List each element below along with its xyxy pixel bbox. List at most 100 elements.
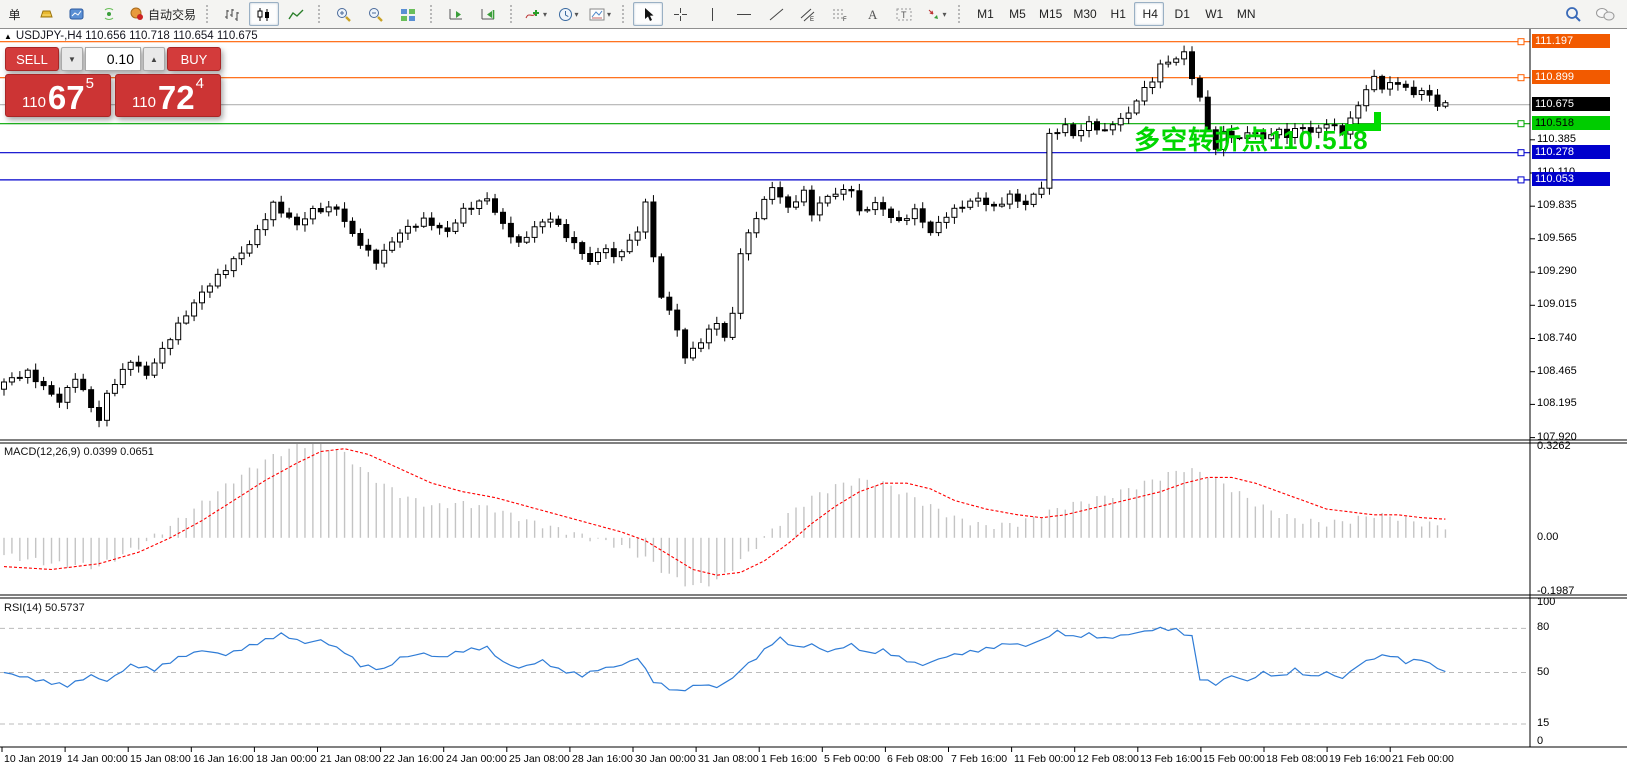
toolbar: 单 自动交易 ▾ ▾ ▾ E F A T ▾ M1 M5 M15 M30 H1 H4 D1 W1 MN bbox=[0, 0, 1627, 29]
buy-price-big: 72 bbox=[157, 79, 195, 116]
trend-line-icon[interactable] bbox=[761, 2, 791, 26]
collapse-triangle-icon[interactable]: ▲ bbox=[4, 31, 12, 41]
rsi-indicator-label: RSI(14) 50.5737 bbox=[4, 602, 85, 614]
toolbar-separator bbox=[206, 5, 211, 23]
time-label: 10 Jan 2019 bbox=[4, 753, 62, 765]
buy-price-sup: 4 bbox=[195, 75, 204, 92]
cursor-icon[interactable] bbox=[633, 2, 664, 26]
vertical-line-icon[interactable] bbox=[697, 2, 727, 26]
tf-w1-button[interactable]: W1 bbox=[1198, 2, 1228, 26]
auto-trading-label: 自动交易 bbox=[148, 7, 197, 22]
templates-icon[interactable]: ▾ bbox=[585, 2, 615, 26]
time-label: 16 Jan 16:00 bbox=[193, 753, 254, 765]
one-click-trading-panel: SELL ▼ 0.10 ▲ BUY 110 67 5 110 72 4 bbox=[5, 47, 221, 117]
tf-m15-button[interactable]: M15 bbox=[1033, 2, 1065, 26]
hline-handle[interactable] bbox=[1517, 120, 1525, 128]
text-icon[interactable]: A bbox=[857, 2, 887, 26]
tf-m5-button[interactable]: M5 bbox=[1001, 2, 1031, 26]
time-label: 24 Jan 00:00 bbox=[446, 753, 507, 765]
bar-chart-icon[interactable] bbox=[217, 2, 247, 26]
time-label: 7 Feb 16:00 bbox=[951, 753, 1008, 765]
sell-price-box[interactable]: 110 67 5 bbox=[5, 74, 111, 117]
time-label: 12 Feb 08:00 bbox=[1077, 753, 1139, 765]
tf-h1-button[interactable]: H1 bbox=[1102, 2, 1132, 26]
price-tick-109.835: 109.835 bbox=[1537, 199, 1577, 211]
time-label: 21 Feb 00:00 bbox=[1392, 753, 1454, 765]
time-label: 19 Feb 16:00 bbox=[1329, 753, 1391, 765]
time-label: 28 Jan 16:00 bbox=[572, 753, 633, 765]
arrows-icon[interactable]: ▾ bbox=[921, 2, 951, 26]
sell-button[interactable]: SELL bbox=[5, 47, 59, 71]
price-badge-111.197: 111.197 bbox=[1532, 34, 1610, 48]
dropdown-caret-icon[interactable]: ▾ bbox=[543, 9, 548, 19]
candlestick-chart-icon[interactable] bbox=[249, 2, 280, 26]
macd-pane bbox=[3, 444, 1447, 587]
dropdown-caret-icon[interactable]: ▾ bbox=[574, 9, 579, 19]
buy-price-box[interactable]: 110 72 4 bbox=[115, 74, 221, 117]
price-tick-109.565: 109.565 bbox=[1537, 232, 1577, 244]
time-label: 18 Jan 00:00 bbox=[256, 753, 317, 765]
tf-mn-label: MN bbox=[1236, 7, 1256, 21]
macd-tick-zero: 0.00 bbox=[1537, 531, 1559, 543]
volume-increase-button[interactable]: ▲ bbox=[143, 47, 165, 71]
buy-button[interactable]: BUY bbox=[167, 47, 221, 71]
horizontal-line-icon[interactable] bbox=[729, 2, 759, 26]
line-chart-icon[interactable] bbox=[281, 2, 311, 26]
volume-decrease-button[interactable]: ▼ bbox=[61, 47, 83, 71]
zoom-out-icon[interactable] bbox=[361, 2, 391, 26]
time-label: 15 Jan 08:00 bbox=[130, 753, 191, 765]
rsi-tick-100: 100 bbox=[1537, 596, 1556, 608]
volume-input[interactable]: 0.10 bbox=[85, 47, 141, 71]
price-tick-108.195: 108.195 bbox=[1537, 397, 1577, 409]
time-label: 31 Jan 08:00 bbox=[698, 753, 759, 765]
zoom-in-icon[interactable] bbox=[329, 2, 359, 26]
sell-price-big: 67 bbox=[47, 79, 85, 116]
search-icon[interactable] bbox=[1558, 2, 1588, 26]
periods-icon[interactable]: ▾ bbox=[553, 2, 583, 26]
chart-title-bar: ▲ USDJPY-,H4 110.656 110.718 110.654 110… bbox=[4, 30, 258, 42]
rsi-tick-15: 15 bbox=[1537, 717, 1550, 729]
text-label-icon[interactable]: T bbox=[889, 2, 919, 26]
auto-scroll-icon[interactable] bbox=[441, 2, 471, 26]
price-badge-110.278: 110.278 bbox=[1532, 145, 1610, 159]
time-label: 13 Feb 16:00 bbox=[1140, 753, 1202, 765]
sell-price-sup: 5 bbox=[85, 75, 94, 92]
toolbar-separator bbox=[318, 5, 323, 23]
tf-mn-button[interactable]: MN bbox=[1230, 2, 1260, 26]
new-order-partial-button[interactable]: 单 bbox=[0, 2, 28, 26]
price-badge-110.675: 110.675 bbox=[1532, 97, 1610, 111]
tf-m1-button[interactable]: M1 bbox=[969, 2, 999, 26]
fibonacci-icon[interactable]: F bbox=[825, 2, 855, 26]
equidistant-channel-icon[interactable]: E bbox=[793, 2, 823, 26]
tf-d1-button[interactable]: D1 bbox=[1166, 2, 1196, 26]
macd-tick-min: -0.1987 bbox=[1537, 585, 1575, 597]
indicators-icon[interactable]: ▾ bbox=[521, 2, 551, 26]
macd-signal-line bbox=[3, 448, 1446, 576]
rsi-tick-50: 50 bbox=[1537, 666, 1550, 678]
market-watch-icon[interactable] bbox=[62, 2, 92, 26]
gold-icon[interactable] bbox=[30, 2, 60, 26]
toolbar-separator bbox=[958, 5, 963, 23]
tf-m15-label: M15 bbox=[1039, 7, 1063, 21]
rsi-line bbox=[3, 626, 1446, 692]
signal-icon[interactable] bbox=[94, 2, 124, 26]
tf-d1-label: D1 bbox=[1174, 7, 1190, 21]
dropdown-caret-icon[interactable]: ▾ bbox=[942, 9, 947, 19]
auto-trading-icon[interactable]: 自动交易 bbox=[126, 2, 199, 26]
hline-handle[interactable] bbox=[1517, 176, 1525, 184]
crosshair-icon[interactable] bbox=[665, 2, 695, 26]
chart-shift-icon[interactable] bbox=[473, 2, 503, 26]
price-badge-110.899: 110.899 bbox=[1532, 70, 1610, 84]
tf-h4-button[interactable]: H4 bbox=[1133, 2, 1164, 26]
time-label: 14 Jan 00:00 bbox=[67, 753, 128, 765]
hline-handle[interactable] bbox=[1517, 149, 1525, 157]
tile-windows-icon[interactable] bbox=[393, 2, 423, 26]
chat-icon[interactable] bbox=[1590, 2, 1620, 26]
hline-handle[interactable] bbox=[1517, 38, 1525, 46]
price-tick-110.385: 110.385 bbox=[1537, 133, 1576, 145]
hline-handle[interactable] bbox=[1517, 74, 1525, 82]
tf-m30-button[interactable]: M30 bbox=[1067, 2, 1099, 26]
dropdown-caret-icon[interactable]: ▾ bbox=[607, 9, 612, 19]
